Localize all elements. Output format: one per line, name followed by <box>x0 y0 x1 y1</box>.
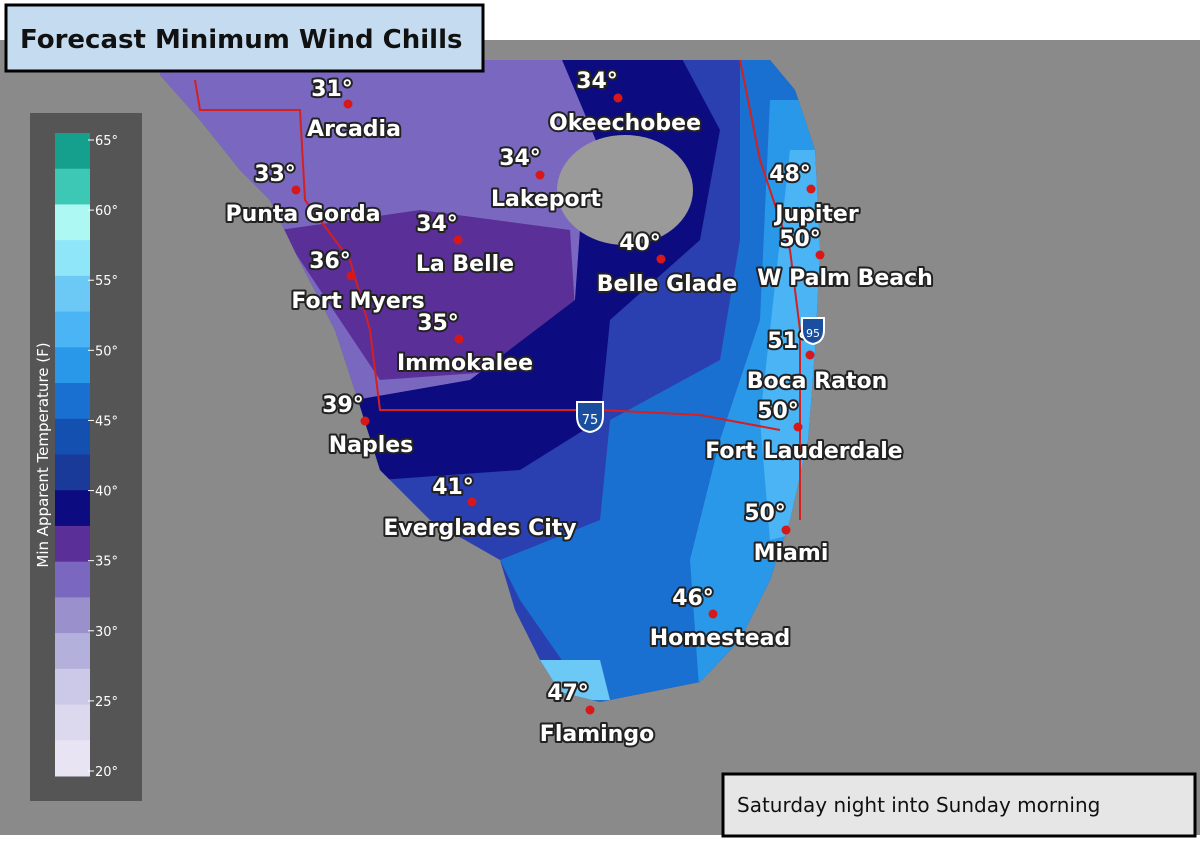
city-dot <box>343 99 353 109</box>
legend-tick-label: 55° <box>95 274 118 289</box>
city-name: Okeechobee <box>549 111 701 136</box>
legend-tick-label: 50° <box>95 344 118 359</box>
city-temp: 39° <box>322 393 364 418</box>
legend-tick-label: 25° <box>95 695 118 710</box>
legend-swatch <box>55 418 90 455</box>
legend-swatch <box>55 525 90 563</box>
city-name: Naples <box>329 433 414 458</box>
city-temp: 50° <box>779 227 821 252</box>
highway-75: 75 <box>576 401 604 434</box>
legend-tick-label: 60° <box>95 204 118 219</box>
land <box>160 60 820 702</box>
city-dot <box>467 497 477 507</box>
city-dot <box>805 350 815 360</box>
city-dot <box>781 525 791 535</box>
city-temp: 31° <box>311 77 353 102</box>
legend-swatch <box>55 668 90 706</box>
city-name: Everglades City <box>383 516 576 541</box>
city-dot <box>585 705 595 715</box>
city-dot <box>793 422 803 432</box>
legend-swatch <box>55 704 90 741</box>
legend-swatch <box>55 740 90 777</box>
legend-swatch <box>55 275 90 313</box>
highway-95: 95 <box>801 317 825 346</box>
city-temp: 50° <box>744 501 786 526</box>
city-dot <box>454 334 464 344</box>
city-name: Flamingo <box>540 722 654 747</box>
city-name: Fort Myers <box>291 289 424 314</box>
city-temp: 34° <box>499 146 541 171</box>
legend-tick-label: 20° <box>95 765 118 780</box>
roads <box>194 59 801 520</box>
city-dot <box>815 250 825 260</box>
highway-label: 75 <box>582 413 599 428</box>
legend-tick-label: 35° <box>95 555 118 570</box>
city-dot <box>346 271 356 281</box>
footer-box <box>721 772 1197 838</box>
city-name: Punta Gorda <box>225 202 380 227</box>
city-dot <box>656 254 666 264</box>
city-temp: 47° <box>547 681 589 706</box>
legend-bar: 65° 60° 55° 50° 45° 40° 35° 30° 25° 20° <box>55 133 118 780</box>
city-temp: 35° <box>417 311 459 336</box>
city-dot <box>708 609 718 619</box>
city-name: Homestead <box>650 626 791 651</box>
city-temp: 50° <box>757 399 799 424</box>
legend-swatch <box>55 204 90 241</box>
city-name: Jupiter <box>773 202 859 227</box>
highway-label: 95 <box>806 327 820 340</box>
legend-tick-label: 30° <box>95 625 118 640</box>
city-name: W Palm Beach <box>757 266 933 291</box>
city-temp: 34° <box>576 69 618 94</box>
city-name: La Belle <box>416 252 514 277</box>
legend-swatch <box>55 240 90 277</box>
city-dot <box>291 185 301 195</box>
legend-swatch <box>55 454 90 491</box>
city-temp: 34° <box>416 212 458 237</box>
legend-tick-label: 65° <box>95 134 118 149</box>
city-name: Immokalee <box>397 351 533 376</box>
city-temp: 36° <box>309 249 351 274</box>
city-name: Fort Lauderdale <box>705 439 902 464</box>
title: Forecast Minimum Wind Chills <box>20 25 462 55</box>
legend-swatch <box>55 597 90 634</box>
legend-tick-label: 45° <box>95 414 118 429</box>
city-name: Belle Glade <box>597 272 737 297</box>
city-name: Boca Raton <box>747 369 888 394</box>
city-dot <box>535 170 545 180</box>
legend-title: Min Apparent Temperature (F) <box>34 342 52 567</box>
city-temp: 48° <box>769 162 811 187</box>
legend-swatch <box>55 561 90 598</box>
city-dot <box>806 184 816 194</box>
legend-swatch <box>55 383 90 420</box>
legend-tick-label: 40° <box>95 485 118 500</box>
legend-swatch <box>55 133 90 170</box>
city-temp: 33° <box>254 162 296 187</box>
lake-okeechobee <box>557 135 693 245</box>
legend-swatch <box>55 168 90 205</box>
city-dot <box>613 93 623 103</box>
title-box <box>4 3 485 73</box>
city-name: Lakeport <box>491 187 602 212</box>
city-temp: 41° <box>432 475 474 500</box>
city-temp: 46° <box>672 586 714 611</box>
legend-swatch <box>55 633 90 670</box>
cities: 31° Arcadia 34° Okeechobee 34° Lakeport 33° Pun… <box>223 67 934 749</box>
legend-swatch <box>55 347 90 384</box>
city-dot <box>360 416 370 426</box>
legend-swatch <box>55 490 90 527</box>
city-name: Arcadia <box>307 117 401 142</box>
city-name: Miami <box>754 541 829 566</box>
legend-swatch <box>55 311 90 348</box>
city-dot <box>453 235 463 245</box>
footer-text: Saturday night into Sunday morning <box>737 793 1100 817</box>
city-temp: 40° <box>619 231 661 256</box>
